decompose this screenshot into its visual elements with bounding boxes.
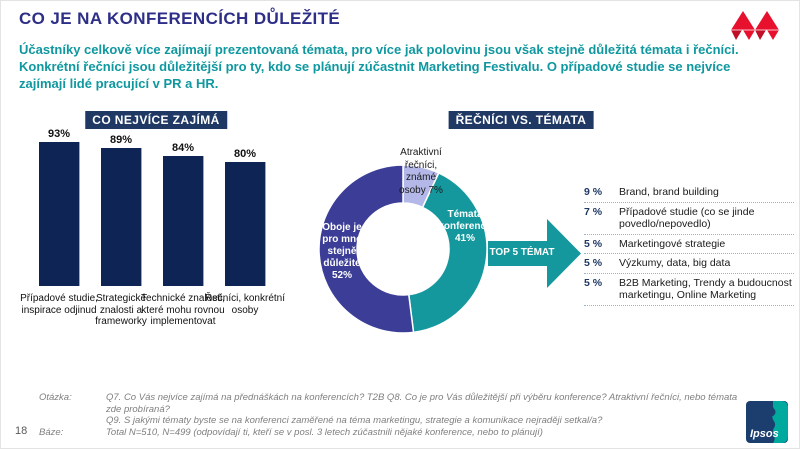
top5-arrow-icon [488,219,581,288]
donut-chart [318,164,488,334]
donut-chart-title: ŘEČNÍCI VS. TÉMATA [448,111,594,129]
question-line2: Q9. S jakými tématy byste se na konferen… [106,415,603,426]
top5-topic: Případové studie (co se jinde povedlo/ne… [619,205,755,231]
bar-category-label: Řečníci, konkrétní osoby [205,293,285,328]
bar [38,142,80,286]
top5-percent: 5 % [584,237,603,250]
bar-column: 84% [152,127,214,286]
donut-label-atraktivni: Atraktivní řečníci, známé osoby 7% [399,147,443,196]
bar-chart-title: CO NEJVÍCE ZAJÍMÁ [85,111,227,129]
question-label: Otázka: [39,392,72,403]
bar-category-text: Strategické znalosti a frameworky [95,293,147,327]
top5-topic: Marketingové strategie [619,237,726,250]
bar-column: 80% [214,127,276,286]
top5-row: 7 % Případové studie (co se jinde povedlo… [584,203,794,235]
donut-label-oboje: Oboje je pro mne stejně důležité 52% [322,222,362,281]
top5-row: 5 % B2B Marketing, Trendy a budoucnost ma… [584,274,794,306]
bar-value-label: 89% [109,134,133,146]
page-number: 18 [15,425,28,437]
bar-category-text: Technické znalosti, které mohu rovnou im… [141,293,225,327]
bar-value-label: 93% [47,128,71,140]
slide-summary: Účastníky celkově více zajímají prezento… [19,41,797,92]
ipsos-logo-icon: Ipsos [746,401,788,443]
top5-percent: 5 % [584,276,603,289]
base-label: Báze: [39,426,64,438]
donut-slice [407,171,488,334]
donut-label-temata: Témata konference 41% [438,209,492,244]
base-text: Total N=510, N=499 (odpovídají ti, kteří… [106,426,543,438]
bar-chart-categories: Případové studie, inspirace odjinud Strat… [20,293,285,328]
bar-category-label: Případové studie, inspirace odjinud [20,293,98,328]
bar-value-label: 84% [171,142,195,154]
top5-percent: 5 % [584,257,603,269]
top5-arrow-label: TOP 5 TÉMAT [489,247,555,258]
marketing-festival-logo-icon [731,11,779,40]
bar-value-label: 80% [233,148,257,160]
summary-line: Účastníky celkově více zajímají prezento… [19,42,739,57]
bar-category-label: Technické znalosti, které mohu rovnou im… [141,293,225,328]
bar-category-text: Řečníci, konkrétní osoby [204,293,286,316]
top5-percent: 9 % [584,186,603,198]
summary-line: Konkrétní řečníci jsou důležitější pro t… [19,59,731,74]
donut-slice [318,164,415,334]
svg-text:Ipsos: Ipsos [750,428,779,440]
top5-topics-list: 9 % Brand, brand building 7 % Případové stu… [584,183,794,306]
top5-row: 9 % Brand, brand building [584,183,794,203]
bar-chart: 93% 89% 84% 80% [28,127,276,286]
top5-row: 5 % Výzkumy, data, big data [584,254,794,274]
question-line1: Q7. Co Vás nejvíce zajímá na přednáškách… [106,392,738,415]
top5-percent: 7 % [584,205,603,218]
bar-category-text: Případové studie, inspirace odjinud [20,293,98,316]
top5-row: 5 % Marketingové strategie [584,235,794,254]
top5-topic: Výzkumy, data, big data [619,257,731,269]
top5-topic: Brand, brand building [619,186,719,198]
bar-column: 93% [28,127,90,286]
bar [224,162,266,286]
bar-column: 89% [90,127,152,286]
bar [162,156,204,286]
bar-category-label: Strategické znalosti a frameworky [90,293,152,328]
spacer [39,415,106,427]
footer-notes: Otázka: Q7. Co Vás nejvíce zajímá na pře… [39,392,746,438]
top5-topic: B2B Marketing, Trendy a budoucnost marke… [619,276,792,302]
page-title: CO JE NA KONFERENCÍCH DŮLEŽITÉ [19,9,341,28]
bar [100,148,142,286]
summary-line: zajímají lidé pracující v PR a HR. [19,76,219,91]
